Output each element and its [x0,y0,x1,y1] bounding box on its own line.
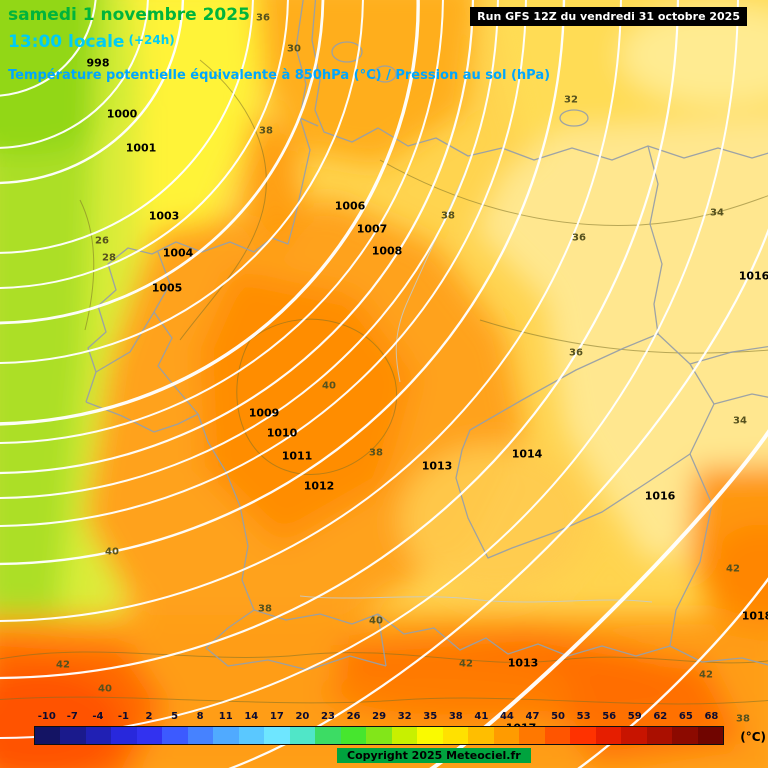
colorbar-cell [289,727,316,744]
colorbar-cell [595,727,622,744]
colorbar-cell [570,727,596,744]
colorbar-tick: 11 [218,711,233,722]
colorbar-tick: 53 [576,711,591,722]
colorbar-tick: 56 [602,711,617,722]
thetae-contours [0,59,768,705]
colorbar-tick: 44 [499,711,514,722]
colorbar-tick: 35 [423,711,438,722]
map-subtitle: Température potentielle équivalente à 85… [8,68,551,83]
colorbar-cell [162,727,188,744]
colorbar-cell [442,727,469,744]
colorbar-tick: -7 [66,711,78,722]
colorbar-cell [697,727,724,744]
colorbar-cell [544,727,571,744]
colorbar-tick: -10 [37,711,56,722]
colorbar-cell [213,727,239,744]
colorbar-tick: 5 [171,711,179,722]
colorbar-tick: 68 [704,711,719,722]
border-lines [85,0,768,671]
colorbar-cell [238,727,265,744]
colorbar-cell [672,727,698,744]
colorbar-cell [519,727,545,744]
colorbar-tick: 50 [551,711,565,722]
colorbar-cell [315,727,341,744]
colorbar-tick: 29 [372,711,387,722]
run-info-box: Run GFS 12Z du vendredi 31 octobre 2025 [470,7,747,26]
colorbar-cell [366,727,392,744]
colorbar-cells [34,726,724,745]
colorbar-cell [35,727,61,744]
date-line: samedi 1 novembre 2025 [8,5,250,25]
river-lines [299,159,653,603]
colorbar-cell [391,727,418,744]
time-text: 13:00 locale [8,32,125,52]
colorbar-ticks: -10 -7 -4 -1 2 5 8 11 14 17 20 23 26 29 32 35 38 41 44 47 50… [34,711,724,726]
colorbar-cell [621,727,647,744]
colorbar-cell [136,727,163,744]
colorbar-cell [493,727,520,744]
colorbar-tick: 2 [145,711,153,722]
colorbar-tick: 38 [448,711,463,722]
colorbar-cell [60,727,86,744]
colorbar-tick: 41 [474,711,489,722]
colorbar-tick: 62 [653,711,668,722]
colorbar-cell [85,727,112,744]
colorbar-tick: 47 [525,711,540,722]
colorbar-cell [187,727,214,744]
time-line: 13:00 locale (+24h) [8,32,175,52]
colorbar-tick: 65 [678,711,693,722]
colorbar-tick: 59 [627,711,642,722]
colorbar-tick: -1 [117,711,130,722]
colorbar-tick: 26 [346,711,361,722]
colorbar-tick: -4 [92,711,104,722]
colorbar-tick: 20 [295,711,310,722]
colorbar: -10 -7 -4 -1 2 5 8 11 14 17 20 23 26 29 32 35 38 41 44 47 50… [34,711,766,745]
colorbar-tick: 23 [321,711,335,722]
colorbar-unit: (°C) [740,730,766,744]
colorbar-cell [340,727,367,744]
colorbar-tick: 17 [269,711,284,722]
colorbar-tick: 32 [397,711,412,722]
colorbar-cell [646,727,673,744]
colorbar-cell [111,727,137,744]
colorbar-cell [264,727,290,744]
time-offset: (+24h) [128,33,175,47]
colorbar-tick: 8 [196,711,204,722]
colorbar-tick: 14 [244,711,259,722]
colorbar-cell [468,727,494,744]
colorbar-cell [417,727,443,744]
copyright-strip: Copyright 2025 Meteociel.fr [337,748,531,763]
